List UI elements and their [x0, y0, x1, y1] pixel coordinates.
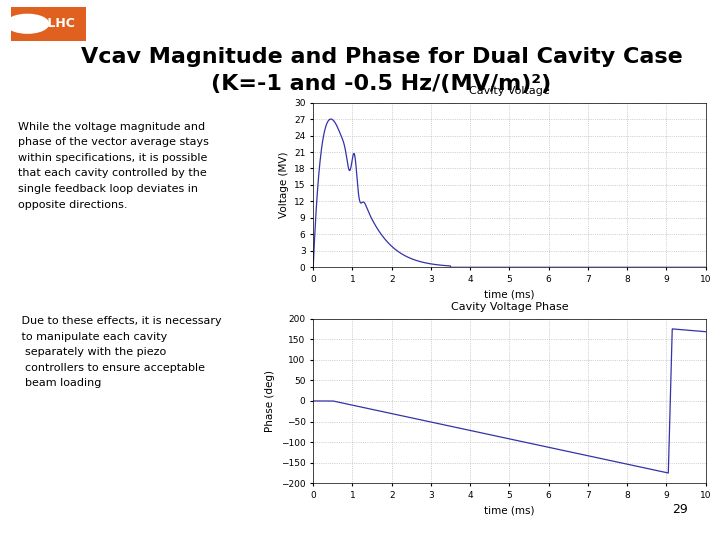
Text: (K=-1 and -0.5 Hz/(MV/m)²): (K=-1 and -0.5 Hz/(MV/m)²)	[212, 73, 552, 94]
Text: Due to these effects, it is necessary
 to manipulate each cavity
  separately wi: Due to these effects, it is necessary to…	[18, 316, 222, 388]
Y-axis label: Phase (deg): Phase (deg)	[265, 370, 275, 432]
Title: Cavity Voltage: Cavity Voltage	[469, 86, 550, 96]
Title: Cavity Voltage Phase: Cavity Voltage Phase	[451, 302, 568, 312]
Y-axis label: Voltage (MV): Voltage (MV)	[279, 152, 289, 218]
Text: While the voltage magnitude and
phase of the vector average stays
within specifi: While the voltage magnitude and phase of…	[18, 122, 209, 210]
Text: 29: 29	[672, 503, 688, 516]
Text: sLHC: sLHC	[40, 17, 75, 30]
X-axis label: time (ms): time (ms)	[484, 505, 535, 516]
X-axis label: time (ms): time (ms)	[484, 289, 535, 300]
Circle shape	[6, 15, 48, 33]
Text: Vcav Magnitude and Phase for Dual Cavity Case: Vcav Magnitude and Phase for Dual Cavity…	[81, 46, 683, 67]
